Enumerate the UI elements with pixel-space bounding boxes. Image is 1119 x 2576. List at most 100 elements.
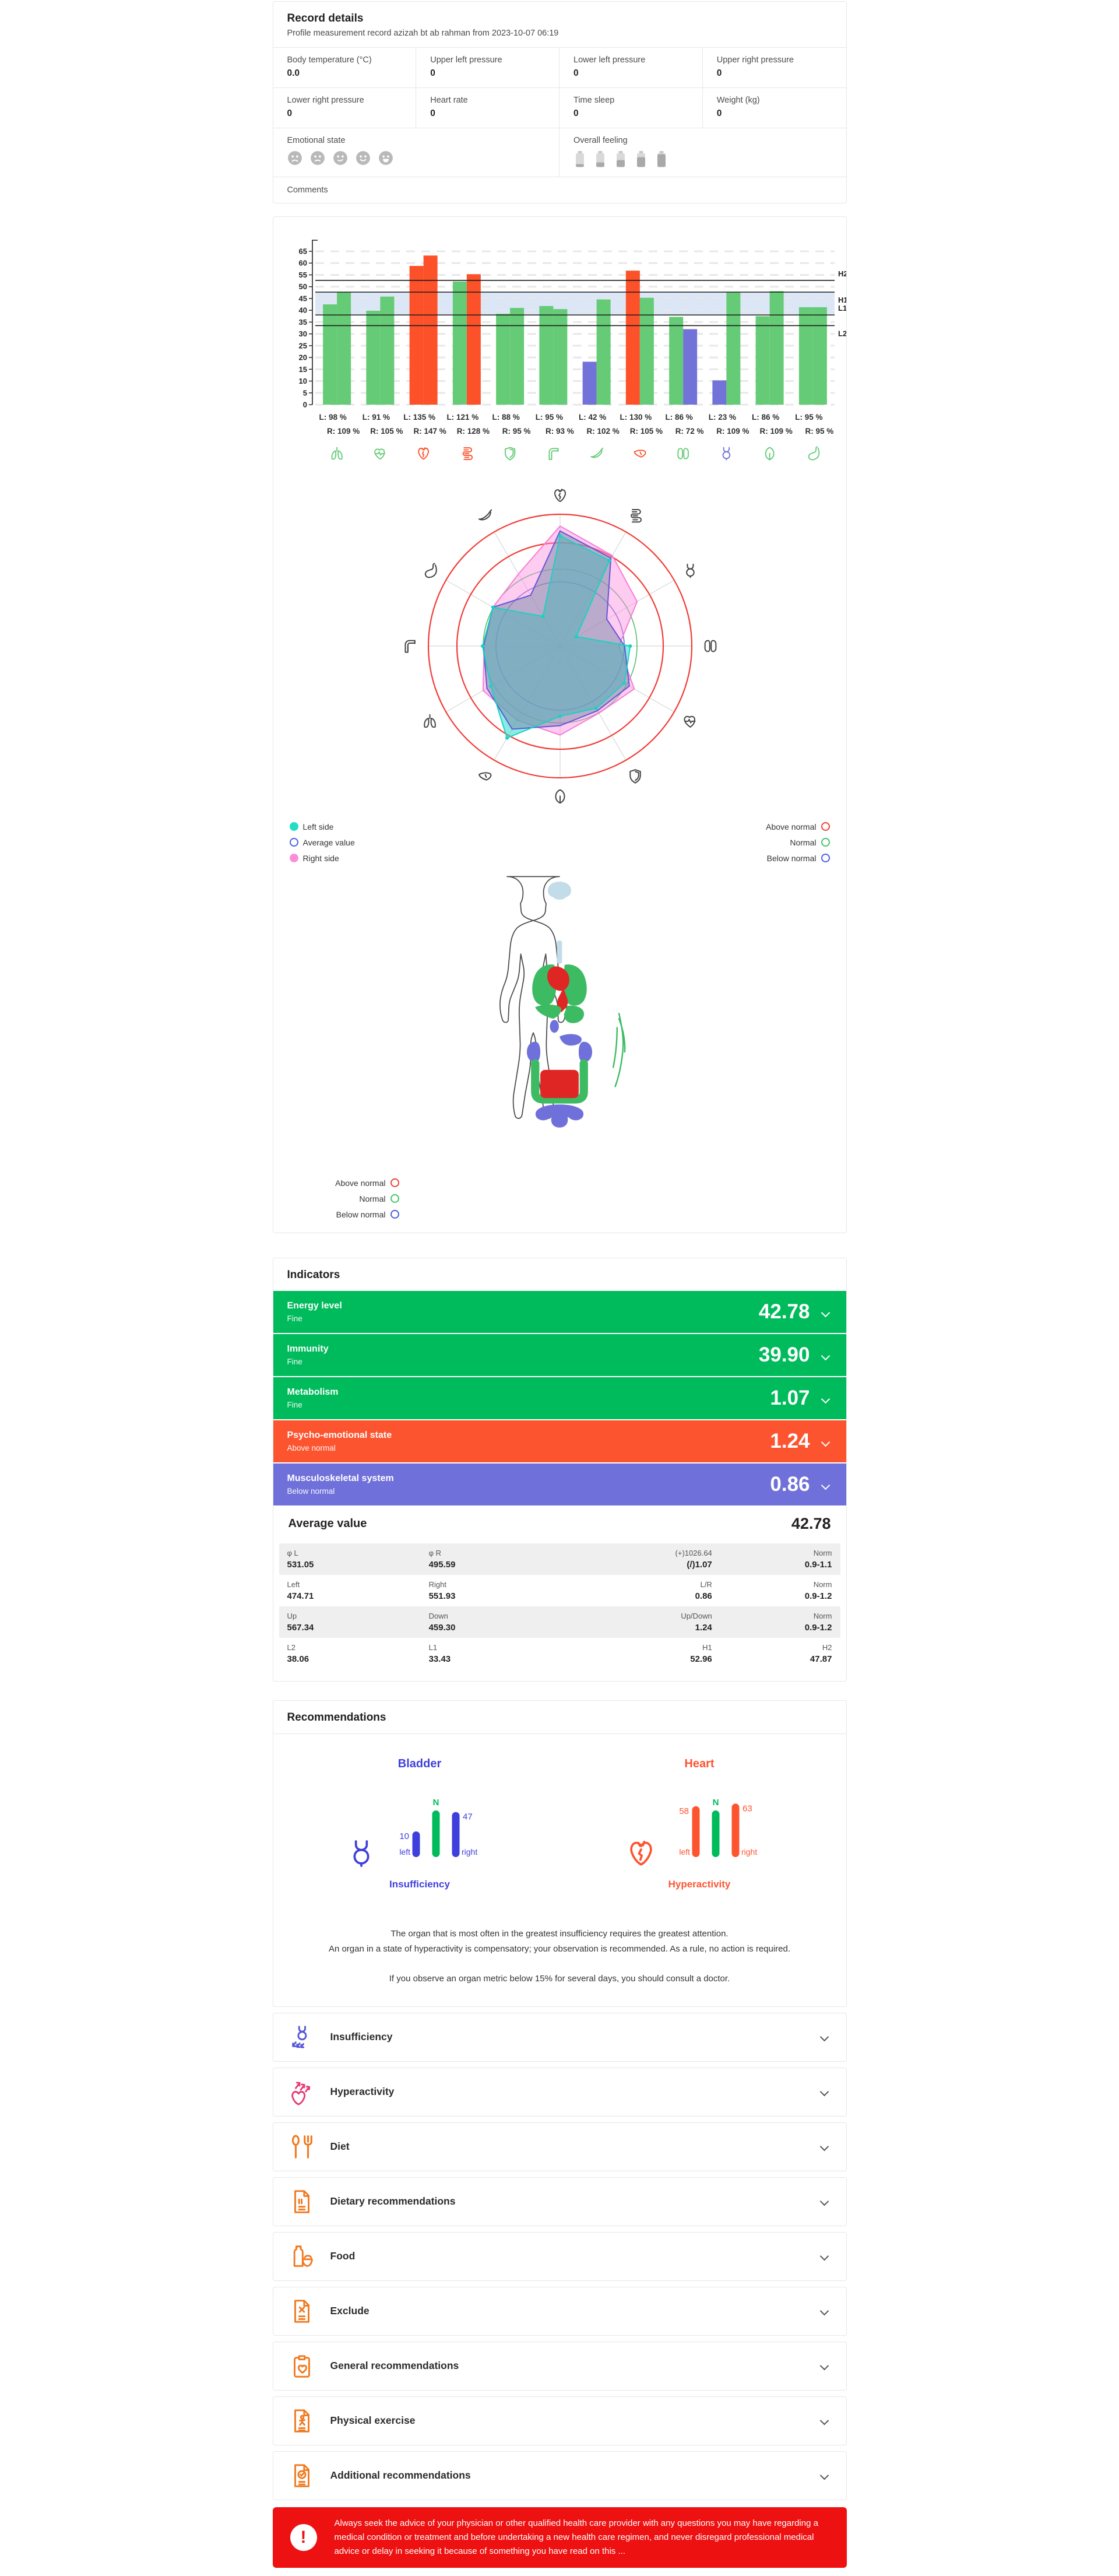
chevron-down-icon[interactable]	[819, 2416, 829, 2426]
record-field[interactable]: Upper left pressure 0	[416, 48, 560, 88]
indicator-value: 39.90	[758, 1343, 810, 1366]
section-food[interactable]: Food	[272, 2231, 847, 2281]
record-details-title: Record details	[287, 12, 364, 24]
cell-value: 495.59	[428, 1560, 456, 1570]
indicator-row-energy-level[interactable]: Energy level Fine 42.78	[273, 1291, 846, 1333]
field-value: 0	[716, 68, 722, 78]
record-field[interactable]: Lower right pressure 0	[273, 88, 417, 128]
svg-text:R: 102 %: R: 102 %	[586, 427, 619, 436]
cell-value: 551.93	[428, 1591, 456, 1601]
section-insufficiency[interactable]: Insufficiency	[272, 2012, 847, 2062]
overall-feeling-cell: Overall feeling	[560, 128, 846, 177]
face-sad-icon[interactable]	[310, 150, 325, 166]
cell-value: 52.96	[690, 1654, 712, 1664]
section-exclude[interactable]: Exclude	[272, 2286, 847, 2336]
legend-circle-icon	[390, 1194, 399, 1203]
chevron-down-icon[interactable]	[819, 2032, 829, 2042]
cell-label: Norm	[813, 1580, 832, 1589]
indicator-row-immunity[interactable]: Immunity Fine 39.90	[273, 1334, 846, 1376]
chevron-down-icon[interactable]	[821, 1308, 830, 1317]
chevron-down-icon[interactable]	[819, 2361, 829, 2371]
svg-text:L: 98 %: L: 98 %	[319, 413, 346, 422]
svg-text:25: 25	[298, 341, 307, 350]
legend-label: Right side	[302, 853, 339, 863]
exercise-icon	[294, 2409, 309, 2433]
battery-icon[interactable]	[655, 150, 668, 168]
record-field[interactable]: Time sleep 0	[560, 88, 703, 128]
battery-icon[interactable]	[635, 150, 648, 168]
legend-item: Normal	[766, 834, 830, 850]
indicator-row-musculoskeletal-system[interactable]: Musculoskeletal system Below normal 0.86	[273, 1464, 846, 1505]
face-happy-icon[interactable]	[378, 150, 393, 166]
table-cell: Norm 0.9-1.1	[712, 1549, 832, 1570]
cell-value: 0.9-1.1	[804, 1560, 832, 1570]
cell-label: L/R	[700, 1580, 712, 1589]
chevron-down-icon[interactable]	[819, 2251, 829, 2261]
chevron-down-icon[interactable]	[819, 2087, 829, 2097]
organ-leaf-icon	[765, 447, 775, 461]
section-label: Diet	[330, 2140, 350, 2152]
field-label: Upper left pressure	[430, 55, 502, 65]
section-general-recommendations[interactable]: General recommendations	[272, 2341, 847, 2391]
indicator-status: Fine	[287, 1401, 302, 1409]
radar-axis-kidneys-icon	[704, 640, 716, 652]
table-cell: H2 47.87	[712, 1643, 832, 1664]
face-very-sad-icon[interactable]	[287, 150, 302, 166]
cell-label: φ L	[287, 1549, 298, 1557]
body-legend: Above normal Normal Below normal	[273, 1171, 399, 1233]
organ-heartrate-icon	[374, 448, 385, 460]
section-additional-recommendations[interactable]: Additional recommendations	[272, 2451, 847, 2500]
indicator-name: Psycho-emotional state	[287, 1430, 392, 1440]
record-fields-grid: Body temperature (°C) 0.0 Upper left press…	[273, 47, 846, 128]
recommended-organ-bladder: Bladder N 10 47 left right Insufficiency	[323, 1757, 516, 1890]
record-field[interactable]: Heart rate 0	[416, 88, 560, 128]
organ-bladder-icon	[353, 1840, 370, 1867]
cell-value: 567.34	[287, 1623, 314, 1633]
comments-row[interactable]: Comments	[273, 177, 846, 203]
legend-label: Normal	[790, 837, 817, 847]
face-smile-icon[interactable]	[356, 150, 371, 166]
dietary-icon	[294, 2189, 309, 2213]
chevron-down-icon[interactable]	[819, 2196, 829, 2206]
legend-dot-icon	[289, 822, 298, 831]
section-dietary-recommendations[interactable]: Dietary recommendations	[272, 2177, 847, 2226]
record-field[interactable]: Upper right pressure 0	[702, 48, 846, 88]
battery-icon[interactable]	[614, 150, 627, 168]
emotional-state-label: Emotional state	[287, 136, 346, 145]
aorta-organ	[557, 988, 568, 1013]
indicator-row-metabolism[interactable]: Metabolism Fine 1.07	[273, 1377, 846, 1419]
record-field[interactable]: Body temperature (°C) 0.0	[273, 48, 417, 88]
body-organs	[527, 882, 626, 1128]
record-details-card: Record details Profile measurement recor…	[272, 1, 847, 203]
chevron-down-icon[interactable]	[821, 1394, 830, 1403]
record-field[interactable]: Lower left pressure 0	[560, 48, 703, 88]
recommended-organ-heart: Heart N 58 63 left right Hyperactivity	[603, 1757, 796, 1890]
legend-item: Right side	[289, 850, 355, 866]
face-unsure-icon[interactable]	[333, 150, 348, 166]
cell-label: Norm	[813, 1612, 832, 1620]
field-value: 0	[287, 108, 293, 118]
legend-label: Above normal	[335, 1178, 386, 1188]
legend-label: Below normal	[766, 853, 817, 863]
section-hyperactivity[interactable]: Hyperactivity	[272, 2067, 847, 2117]
indicator-row-psycho-emotional-state[interactable]: Psycho-emotional state Above normal 1.24	[273, 1420, 846, 1462]
chevron-down-icon[interactable]	[821, 1437, 830, 1447]
chevron-down-icon[interactable]	[819, 2306, 829, 2316]
table-cell: φ R 495.59	[429, 1549, 571, 1570]
section-diet[interactable]: Diet	[272, 2122, 847, 2171]
chevron-down-icon[interactable]	[821, 1351, 830, 1360]
battery-icon[interactable]	[573, 150, 586, 168]
svg-text:47: 47	[463, 1812, 473, 1822]
right-kidney-organ	[578, 1041, 592, 1062]
cell-value: (/)1.07	[687, 1560, 712, 1570]
record-field[interactable]: Weight (kg) 0	[702, 88, 846, 128]
section-physical-exercise[interactable]: Physical exercise	[272, 2396, 847, 2445]
cell-label: Up/Down	[681, 1612, 712, 1620]
chevron-down-icon[interactable]	[819, 2470, 829, 2480]
battery-icon[interactable]	[594, 150, 607, 168]
chevron-down-icon[interactable]	[819, 2142, 829, 2152]
table-cell: L1 33.43	[429, 1643, 571, 1664]
svg-text:R: 109 %: R: 109 %	[326, 427, 359, 436]
chevron-down-icon[interactable]	[821, 1480, 830, 1490]
